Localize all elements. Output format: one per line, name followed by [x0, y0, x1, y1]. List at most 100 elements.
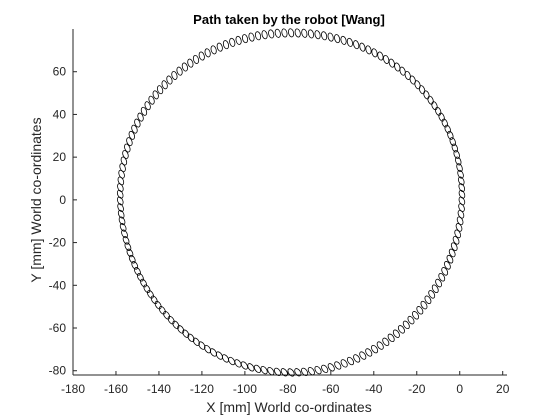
path-point: [404, 70, 411, 80]
path-point: [140, 106, 148, 116]
path-point: [117, 176, 125, 186]
x-tick-label: -80: [279, 382, 297, 396]
path-point: [418, 85, 426, 95]
path-point: [353, 354, 361, 363]
y-tick-label: -80: [49, 364, 67, 378]
path-point: [383, 54, 390, 64]
path-point: [450, 242, 458, 251]
path-point: [120, 156, 128, 166]
path-point: [321, 31, 328, 41]
path-point: [253, 364, 262, 373]
path-point: [431, 284, 439, 294]
path-point: [394, 62, 401, 72]
path-point: [128, 130, 135, 140]
path-point: [365, 348, 373, 357]
path-point: [280, 368, 288, 377]
path-point: [382, 337, 390, 347]
path-point: [198, 341, 206, 350]
y-tick-label: 20: [53, 150, 67, 164]
path-point: [167, 315, 175, 325]
path-point: [458, 203, 465, 212]
path-point: [137, 112, 144, 122]
path-point: [287, 368, 295, 377]
path-point: [216, 42, 223, 52]
path-point: [261, 30, 268, 40]
path-point: [353, 40, 360, 50]
path-point: [209, 348, 217, 357]
path-point: [327, 363, 335, 372]
path-point: [294, 368, 302, 377]
path-point: [235, 35, 242, 45]
path-point: [424, 295, 432, 305]
x-tick-label: -180: [61, 382, 85, 396]
x-tick-label: -20: [408, 382, 426, 396]
path-point: [346, 37, 353, 47]
path-point: [453, 150, 460, 159]
path-point: [248, 32, 255, 42]
path-point: [122, 236, 130, 245]
path-point: [327, 32, 334, 42]
path-point: [455, 223, 463, 232]
path-point: [131, 124, 138, 134]
path-point: [407, 315, 415, 325]
x-tick-label: -120: [190, 382, 214, 396]
path-point: [221, 354, 229, 363]
y-tick-label: -60: [49, 321, 67, 335]
path-point: [124, 242, 132, 251]
axes-group: -180 -160 -140 -120 -100 -80 -60 -40 -20 0 20 -80 -6…: [49, 29, 510, 396]
path-point: [229, 37, 236, 47]
path-point: [171, 70, 178, 80]
path-point: [438, 112, 445, 122]
chart-title: Path taken by the robot [Wang]: [193, 12, 385, 27]
x-tick-label: 20: [496, 382, 510, 396]
path-point: [156, 85, 164, 95]
path-point: [143, 284, 151, 294]
path-point: [241, 34, 249, 44]
path-point: [268, 29, 275, 39]
path-point: [166, 75, 173, 85]
path-point: [452, 236, 460, 245]
path-point: [456, 163, 463, 173]
path-point: [192, 54, 200, 64]
path-point: [144, 101, 151, 111]
path-point: [294, 28, 301, 38]
path-point: [455, 156, 462, 166]
path-point: [247, 363, 255, 372]
x-axis-label: X [mm] World co-ordinates: [206, 399, 371, 415]
path-point: [438, 272, 446, 282]
path-point: [222, 40, 230, 50]
path-point: [119, 223, 127, 232]
path-point: [448, 248, 456, 258]
path-point: [288, 28, 295, 38]
path-point: [416, 306, 424, 315]
path-point: [140, 278, 147, 288]
path-point: [334, 34, 341, 44]
path-point: [441, 267, 449, 276]
path-point: [397, 325, 405, 334]
path-point: [204, 344, 212, 354]
path-point: [147, 290, 154, 299]
path-point: [334, 361, 342, 370]
path-point: [376, 341, 384, 350]
x-tick-label: -160: [104, 382, 128, 396]
path-point: [181, 62, 188, 72]
path-point: [412, 311, 419, 320]
path-point: [158, 306, 166, 315]
y-tick-label: -20: [49, 236, 67, 250]
path-point: [274, 28, 281, 38]
path-point: [420, 300, 428, 310]
path-point: [240, 361, 248, 370]
path-point: [234, 359, 242, 368]
path-point: [267, 367, 275, 376]
path-point: [134, 267, 141, 276]
path-point: [198, 51, 205, 61]
path-point: [314, 366, 322, 375]
path-point: [435, 106, 442, 116]
path-point: [161, 80, 168, 90]
path-point: [301, 367, 309, 376]
path-point: [118, 169, 125, 179]
path-point: [414, 80, 421, 90]
x-tick-label: -100: [233, 382, 257, 396]
path-point: [281, 28, 288, 38]
